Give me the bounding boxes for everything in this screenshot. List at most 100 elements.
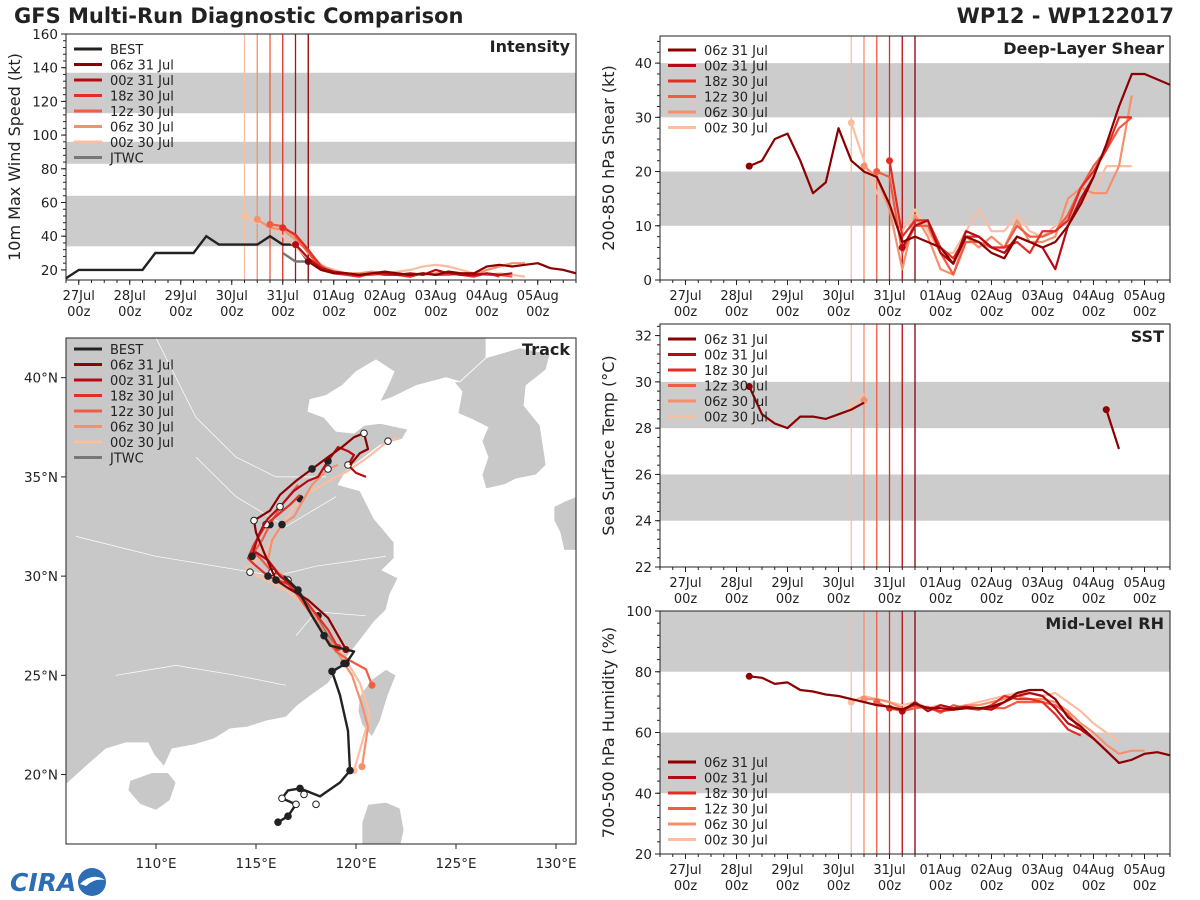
- rh-ylabel: 700-500 hPa Humidity (%): [599, 627, 618, 838]
- province-border: [295, 611, 367, 636]
- rh-legend-label: 00z 30 Jul: [704, 834, 768, 849]
- track-legend-label: 00z 30 Jul: [110, 436, 174, 451]
- rh-xtick-label: 01Aug: [920, 863, 962, 878]
- shear-panel: 01020304027Jul00z28Jul00z29Jul00z30Jul00…: [599, 35, 1171, 320]
- rh-series-line: [850, 691, 1120, 743]
- sst-xtick-label: 05Aug: [1124, 576, 1166, 591]
- sst-series-start-dot: [1102, 406, 1110, 414]
- track-24h-marker: [246, 568, 254, 576]
- rh-xtick-label: 00z: [674, 879, 698, 894]
- shear-xtick-label: 04Aug: [1073, 289, 1115, 304]
- shear-xtick-label: 00z: [674, 305, 698, 320]
- logo-swirl-icon: [80, 876, 105, 886]
- shear-xtick-label: 28Jul: [720, 289, 752, 304]
- shear-ylabel: 200-850 hPa Shear (kt): [599, 65, 618, 251]
- track-best-dot: [284, 812, 292, 821]
- track-series-line: [246, 494, 339, 649]
- sst-xtick-label: 31Jul: [873, 576, 905, 591]
- track-best-open-dot: [300, 790, 308, 799]
- rh-panel-title: Mid-Level RH: [1045, 614, 1164, 633]
- sst-xtick-label: 00z: [827, 592, 851, 607]
- sst-legend-label: 00z 31 Jul: [704, 349, 768, 364]
- rh-xtick-label: 02Aug: [971, 863, 1013, 878]
- track-xtick-label: 115°E: [235, 856, 276, 872]
- sst-xtick-label: 28Jul: [720, 576, 752, 591]
- intensity-ytick-label: 60: [41, 195, 58, 211]
- sst-ytick-label: 22: [635, 560, 652, 576]
- track-panel-title: Track: [522, 340, 570, 359]
- shear-xtick-label: 00z: [776, 305, 800, 320]
- track-best-dot: [328, 667, 336, 676]
- intensity-xtick-label: 04Aug: [466, 289, 508, 304]
- intensity-ytick-label: 120: [32, 94, 58, 110]
- track-series-line: [250, 446, 367, 591]
- sst-ytick-label: 28: [635, 421, 652, 437]
- intensity-legend-label: 00z 31 Jul: [110, 74, 174, 89]
- sst-xtick-label: 30Jul: [822, 576, 854, 591]
- luzon-landmass: [361, 801, 405, 844]
- track-xtick-label: 130°E: [535, 856, 576, 872]
- intensity-ytick-label: 40: [41, 229, 58, 245]
- shear-xtick-label: 05Aug: [1124, 289, 1166, 304]
- shear-legend-label: 18z 30 Jul: [704, 75, 768, 90]
- rh-series-line: [876, 700, 1120, 764]
- rh-xtick-label: 27Jul: [669, 863, 701, 878]
- rh-legend-label: 06z 31 Jul: [704, 756, 768, 771]
- shear-xtick-label: 00z: [1082, 305, 1106, 320]
- rh-xtick-label: 31Jul: [873, 863, 905, 878]
- sst-xtick-label: 03Aug: [1022, 576, 1064, 591]
- intensity-panel-title: Intensity: [490, 37, 571, 56]
- track-best-dot: [296, 784, 304, 793]
- intensity-ytick-label: 140: [32, 61, 58, 77]
- korea-landmass: [453, 347, 551, 490]
- track-24h-marker: [264, 572, 272, 580]
- province-border: [75, 536, 387, 577]
- sst-legend-label: 00z 30 Jul: [704, 411, 768, 426]
- intensity-xtick-label: 00z: [169, 305, 193, 320]
- shear-xtick-label: 00z: [1031, 305, 1055, 320]
- track-ytick-label: 20°N: [24, 768, 58, 784]
- shear-legend-label: 12z 30 Jul: [704, 91, 768, 106]
- intensity-legend-label: 06z 30 Jul: [110, 121, 174, 136]
- sst-plot-content: [745, 324, 1121, 567]
- intensity-legend-label: BEST: [110, 43, 143, 58]
- figure-title: GFS Multi-Run Diagnostic Comparison: [14, 4, 464, 28]
- track-24h-marker: [384, 437, 392, 445]
- track-legend-label: 06z 30 Jul: [110, 421, 174, 436]
- intensity-xtick-label: 03Aug: [415, 289, 457, 304]
- track-24h-marker: [276, 502, 284, 511]
- shear-xtick-label: 30Jul: [822, 289, 854, 304]
- track-best-dot: [294, 586, 302, 594]
- japan-landmass: [553, 496, 576, 551]
- hainan-landmass: [127, 772, 177, 811]
- shear-xtick-label: 01Aug: [920, 289, 962, 304]
- shear-xtick-label: 00z: [980, 305, 1004, 320]
- intensity-legend-label: 00z 30 Jul: [110, 136, 174, 151]
- shear-series-line: [901, 176, 1095, 271]
- shear-legend-label: 00z 30 Jul: [704, 122, 768, 137]
- intensity-series-start-dot: [292, 241, 299, 249]
- sst-xtick-label: 01Aug: [920, 576, 962, 591]
- track-best-open-dot: [292, 800, 300, 809]
- track-ytick-label: 25°N: [24, 668, 58, 684]
- intensity-series-start-dot: [241, 212, 248, 220]
- intensity-intensity-band: [66, 72, 576, 114]
- intensity-xtick-label: 27Jul: [63, 289, 95, 304]
- intensity-series-start-dot: [253, 215, 261, 223]
- sst-series-start-dot: [860, 396, 868, 404]
- track-24h-marker: [324, 465, 332, 473]
- track-legend-label: 12z 30 Jul: [110, 405, 174, 420]
- intensity-xtick-label: 00z: [220, 305, 244, 320]
- sst-xtick-label: 00z: [1031, 592, 1055, 607]
- sst-ytick-label: 24: [635, 514, 652, 530]
- track-24h-marker: [278, 520, 286, 529]
- shear-xtick-label: 00z: [929, 305, 953, 320]
- track-xtick-label: 125°E: [435, 856, 476, 872]
- sst-ytick-label: 26: [635, 467, 652, 483]
- rh-ytick-label: 40: [635, 786, 652, 802]
- track-panel: 110°E 115°E 120°E 125°E 130°E 20°N 25°N 30°N 35°…: [24, 337, 577, 872]
- rh-xtick-label: 28Jul: [720, 863, 752, 878]
- track-best-open-dot: [278, 794, 286, 803]
